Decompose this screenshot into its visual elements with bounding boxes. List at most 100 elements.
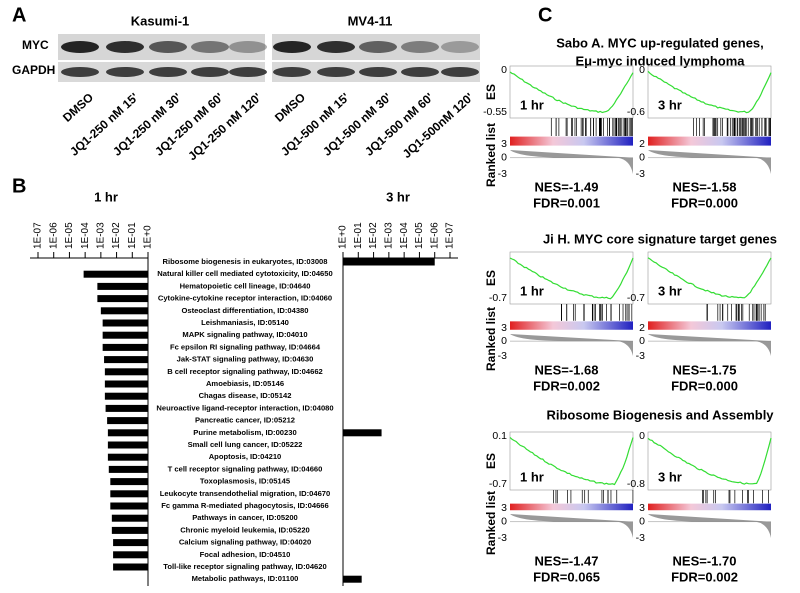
category-label: Toll-like receptor signaling pathway, ID… (163, 562, 326, 571)
rank-colorbar (510, 136, 633, 146)
cell-line: Kasumi-1 (131, 13, 190, 28)
nes-label: NES=-1.68 (535, 362, 599, 377)
gapdh-band (61, 67, 99, 77)
x-tick-label: 1E-01 (353, 222, 364, 249)
gsea-title: Eμ-myc induced lymphoma (575, 53, 745, 68)
es-label: ES (484, 453, 498, 469)
x-tick-label: 1E-07 (33, 222, 44, 249)
bar (113, 563, 148, 571)
fdr-label: FDR=0.065 (533, 569, 600, 584)
es-tick-label: -0.7 (489, 292, 507, 304)
cell-line: MV4-11 (348, 13, 393, 28)
myc-band (106, 41, 144, 53)
protein-label: MYC (22, 38, 49, 52)
bar (113, 551, 148, 559)
time-label: 3 hr (658, 97, 682, 112)
bar (107, 417, 148, 425)
bar (97, 295, 148, 303)
es-tick-label: -0.7 (489, 478, 507, 490)
ranked-metric (510, 514, 633, 538)
x-tick-label: 1E-04 (399, 222, 410, 249)
es-frame (509, 431, 634, 491)
time-label: 1 hr (520, 469, 544, 484)
protein-label: GAPDH (12, 63, 55, 77)
bar (110, 502, 148, 510)
es-curve (647, 257, 772, 299)
ranked-metric (510, 150, 633, 174)
gapdh-band (317, 67, 355, 77)
es-label: ES (484, 84, 498, 100)
es-frame (647, 65, 772, 119)
x-tick-label: 1E-06 (48, 222, 59, 249)
ranked-label: Ranked list (484, 491, 498, 555)
es-tick-label: -0.8 (627, 478, 645, 490)
panel-label: C (538, 4, 552, 26)
bar (110, 478, 148, 486)
bar (105, 404, 148, 412)
rank-tick-label: 0 (501, 516, 507, 528)
rank-tick-label: -3 (498, 350, 507, 362)
category-label: Ribosome biogenesis in eukaryotes, ID:03… (162, 257, 327, 266)
myc-band (441, 41, 479, 53)
series-heading: 1 hr (94, 189, 118, 204)
rank-colorbar (648, 503, 771, 511)
category-label: Cytokine-cytokine receptor interaction, … (158, 294, 332, 303)
bar (111, 526, 148, 534)
bar (343, 429, 382, 437)
category-label: Purine metabolism, ID:00230 (193, 428, 296, 437)
rank-tick-label: 0 (639, 516, 645, 528)
nes-label: NES=-1.49 (535, 179, 599, 194)
x-tick-label: 1E-02 (368, 222, 379, 249)
gapdh-band (191, 67, 229, 77)
time-label: 1 hr (520, 97, 544, 112)
myc-band (61, 41, 99, 53)
es-curve (509, 257, 634, 300)
bar (108, 465, 148, 473)
bar (111, 514, 148, 522)
rank-tick-label: -3 (498, 532, 507, 544)
rank-tick-label: -3 (636, 532, 645, 544)
myc-band (229, 41, 267, 53)
x-tick-label: 1E+0 (143, 225, 154, 249)
category-label: T cell receptor signaling pathway, ID:04… (168, 464, 323, 473)
rank-tick-label: -3 (636, 350, 645, 362)
x-tick-label: 1E-01 (127, 222, 138, 249)
es-frame (647, 431, 772, 491)
ranked-label: Ranked list (484, 307, 498, 371)
x-tick-label: 1E-05 (64, 222, 75, 249)
fdr-label: FDR=0.001 (533, 195, 600, 210)
bar (107, 453, 148, 461)
gsea-title: Ji H. MYC core signature target genes (543, 231, 777, 246)
rank-colorbar (648, 136, 771, 146)
bar (83, 270, 148, 278)
category-label: Hematopoietic cell lineage, ID:04640 (180, 281, 311, 290)
bar (102, 319, 148, 327)
rank-tick-label: 3 (501, 502, 507, 514)
x-tick-label: 1E-02 (111, 222, 122, 249)
bar (104, 380, 148, 388)
nes-label: NES=-1.75 (673, 362, 737, 377)
myc-band (149, 41, 187, 53)
ranked-label: Ranked list (484, 123, 498, 187)
category-label: Leishmaniasis, ID:05140 (201, 318, 289, 327)
bar (104, 368, 148, 376)
bar (100, 307, 148, 315)
fdr-label: FDR=0.002 (533, 378, 600, 393)
category-label: MAPK signaling pathway, ID:04010 (182, 330, 307, 339)
category-label: Osteoclast differentiation, ID:04380 (181, 306, 308, 315)
lane-label: DMSO (272, 90, 308, 124)
gapdh-band (229, 67, 267, 77)
x-tick-label: 1E-03 (95, 222, 106, 249)
bar (107, 441, 148, 449)
lane-label: DMSO (60, 90, 96, 124)
category-label: Pathways in cancer, ID:05200 (192, 513, 298, 522)
time-label: 3 hr (658, 283, 682, 298)
category-label: Chagas disease, ID:05142 (199, 391, 292, 400)
category-label: Neuroactive ligand-receptor interaction,… (156, 403, 333, 412)
bar (102, 331, 148, 339)
panel-label: B (12, 175, 26, 197)
x-tick-label: 1E-05 (414, 222, 425, 249)
fdr-label: FDR=0.000 (671, 378, 738, 393)
gapdh-band (106, 67, 144, 77)
